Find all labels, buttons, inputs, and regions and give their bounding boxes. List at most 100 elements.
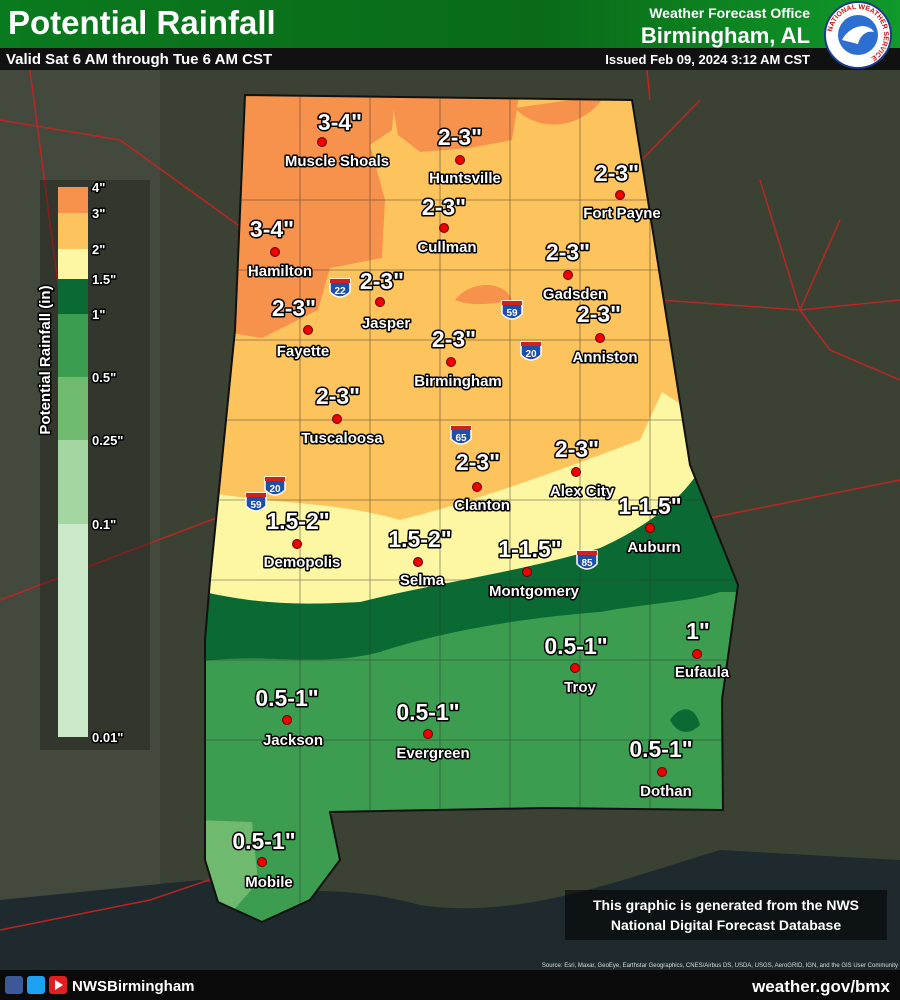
rain-amount: 2-3" [360, 268, 404, 294]
city-dot [570, 663, 580, 673]
shield [520, 341, 542, 361]
rain-amount: 3-4" [250, 216, 294, 242]
city-name: Demopolis [264, 554, 341, 571]
city-dot [472, 482, 482, 492]
city-dot [522, 567, 532, 577]
rain-amount: 2-3" [272, 295, 316, 321]
legend-swatch [58, 249, 88, 279]
shield [245, 492, 267, 512]
shield [576, 550, 598, 570]
nws-logo: NATIONAL WEATHER SERVICE [824, 1, 892, 69]
city-dot [292, 539, 302, 549]
rainfall-zone [455, 285, 512, 305]
city-dot [439, 223, 449, 233]
subtitle: Valid Sat 6 AM through Tue 6 AM CST [6, 51, 272, 68]
city-name: Auburn [627, 539, 680, 556]
rain-amount: 2-3" [422, 194, 466, 220]
city-name: Dothan [640, 783, 692, 800]
rain-amount: 0.5-1" [396, 699, 459, 725]
legend-swatch [58, 377, 88, 440]
city-dot [645, 523, 655, 533]
legend-panel [40, 180, 150, 750]
issued: Issued Feb 09, 2024 3:12 AM CST [605, 52, 810, 67]
city-name: Selma [400, 572, 445, 589]
rain-amount: 3-4" [318, 109, 362, 135]
city-dot [257, 857, 267, 867]
rain-amount: 0.5-1" [544, 633, 607, 659]
legend-label: 4" [92, 180, 105, 195]
city-dot [375, 297, 385, 307]
shield-top [521, 342, 541, 346]
rain-amount: 2-3" [577, 301, 621, 327]
footer-handle[interactable]: NWSBirmingham [72, 978, 195, 995]
facebook-icon[interactable] [5, 976, 23, 994]
city-name: Muscle Shoals [285, 153, 389, 170]
rain-amount: 0.5-1" [255, 685, 318, 711]
rain-amount: 0.5-1" [232, 828, 295, 854]
city-name: Alex City [550, 483, 615, 500]
city-dot [571, 467, 581, 477]
title: Potential Rainfall [8, 4, 276, 41]
shield-number: 20 [525, 349, 537, 360]
legend-label: 1.5" [92, 272, 116, 287]
office-line: Weather Forecast Office [649, 5, 810, 21]
twitter-icon[interactable] [27, 976, 45, 994]
shield [329, 278, 351, 298]
rain-amount: 0.5-1" [629, 736, 692, 762]
state-outline [204, 93, 740, 924]
city-name: Tuscaloosa [301, 430, 383, 447]
city-dot [615, 190, 625, 200]
footer-website[interactable]: weather.gov/bmx [751, 977, 890, 996]
legend-swatch [58, 279, 88, 314]
city-name: Jackson [263, 732, 323, 749]
shield-top [330, 279, 350, 283]
city-dot [303, 325, 313, 335]
city-dot [413, 557, 423, 567]
cities: 3-4" Muscle Shoals 2-3" Huntsville 2-3" Fort … [231, 108, 731, 893]
legend-swatch [58, 440, 88, 524]
city-name: Gadsden [543, 286, 607, 303]
city-dot [332, 414, 342, 424]
office: Birmingham, AL [641, 23, 810, 48]
shield [450, 425, 472, 445]
legend-swatch [58, 524, 88, 737]
subheader-bar [0, 48, 900, 70]
legend-label: 1" [92, 307, 105, 322]
legend-label: 2" [92, 242, 105, 257]
legend: 4" 3" 2" 1.5" 1" 0.5" 0.25" 0.1" 0.01" [58, 179, 125, 747]
shield-number: 59 [506, 308, 518, 319]
shield [264, 476, 286, 496]
city-name: Mobile [245, 874, 293, 891]
legend-swatch [58, 187, 88, 213]
legend-swatch [58, 213, 88, 249]
shield-number: 59 [250, 500, 262, 511]
rain-amount: 2-3" [555, 436, 599, 462]
city-name: Anniston [573, 349, 638, 366]
shield-top [577, 551, 597, 555]
city-name: Troy [564, 679, 596, 696]
legend-label: 3" [92, 206, 105, 221]
shield-top [502, 301, 522, 305]
city-dot [446, 357, 456, 367]
city-name: Evergreen [396, 745, 469, 762]
city-name: Eufaula [675, 664, 730, 681]
rain-amount: 2-3" [438, 124, 482, 150]
credit: Source: Esri, Maxar, GeoEye, Earthstar G… [542, 963, 898, 969]
city-name: Hamilton [248, 263, 312, 280]
shield-number: 20 [269, 484, 281, 495]
city-name: Montgomery [489, 583, 580, 600]
rain-amount: 1-1.5" [618, 493, 681, 519]
city-name: Clanton [454, 497, 510, 514]
city-dot [282, 715, 292, 725]
shield-number: 85 [581, 558, 593, 569]
rain-amount: 2-3" [432, 326, 476, 352]
legend-label: 0.01" [92, 730, 123, 745]
shield-number: 22 [334, 286, 346, 297]
rainfall-zone [225, 95, 395, 338]
note-line: National Digital Forecast Database [611, 917, 842, 933]
city-dot [595, 333, 605, 343]
rain-amount: 2-3" [595, 160, 639, 186]
rainfall-zone [670, 709, 700, 732]
legend-title: Potential Rainfall (in) [37, 285, 54, 434]
